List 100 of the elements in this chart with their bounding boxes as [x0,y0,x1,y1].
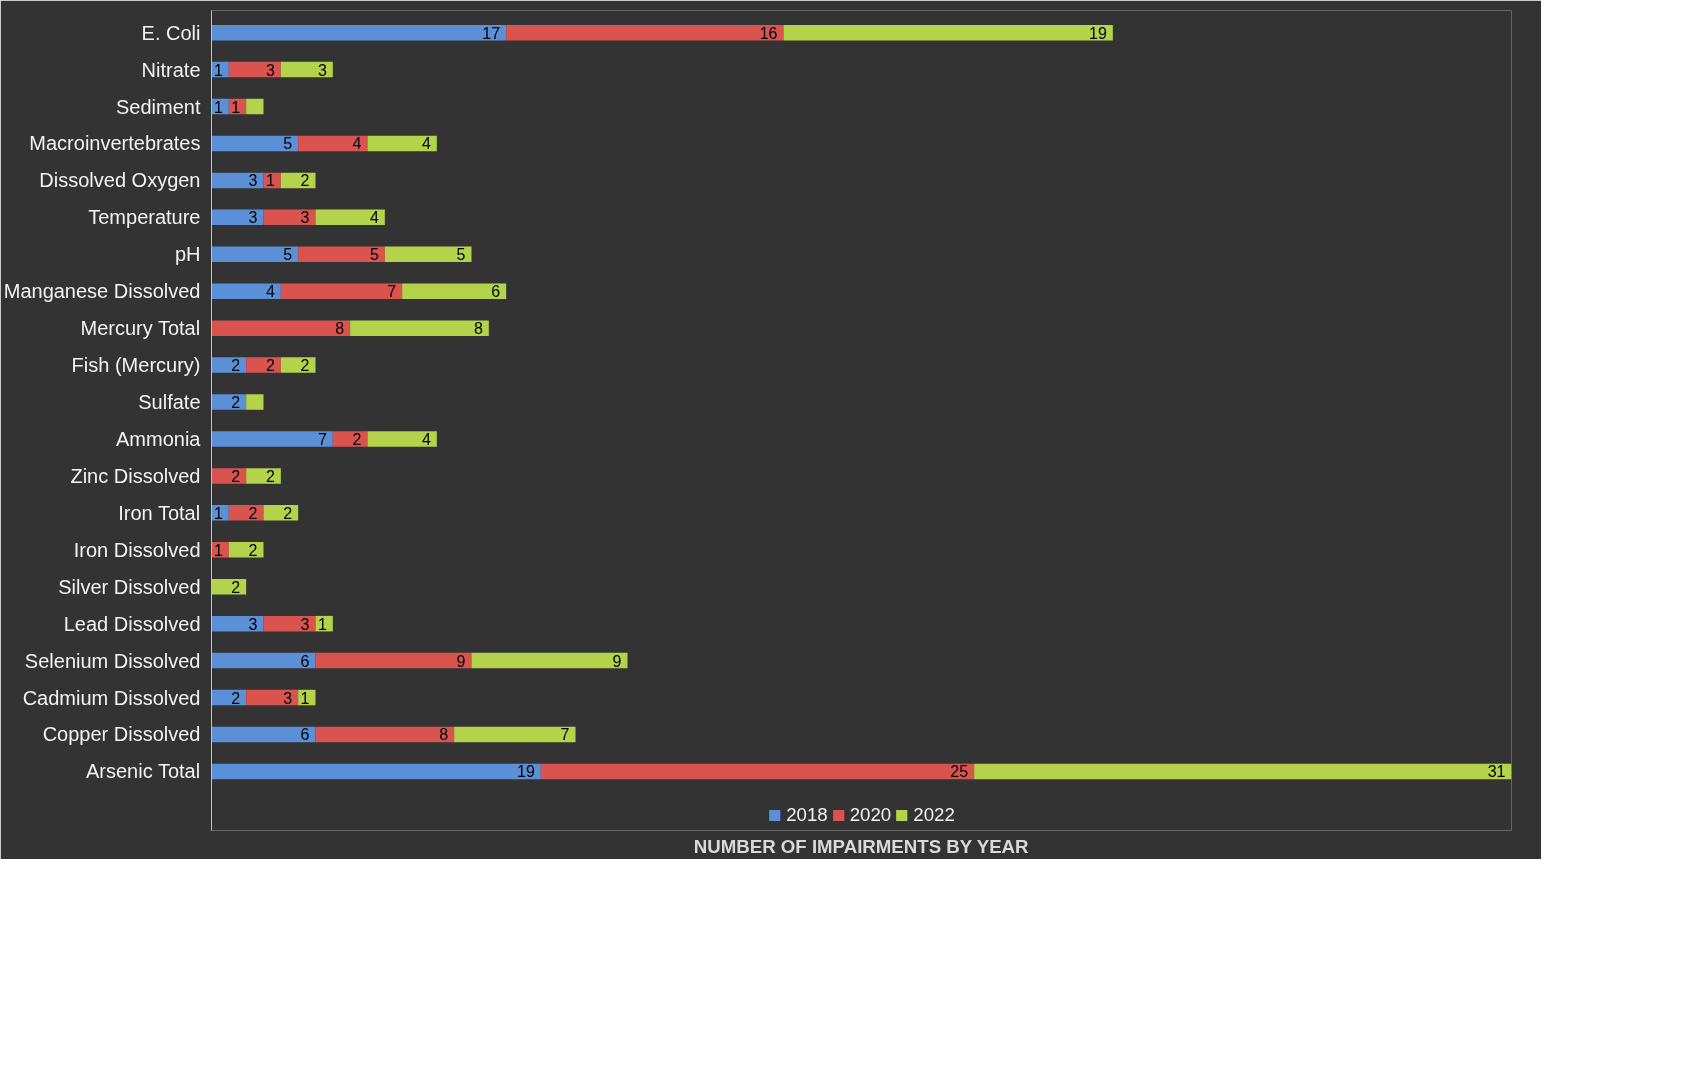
bar [228,505,264,521]
bar [246,357,281,373]
data-label: 2 [231,394,241,412]
y-tick-label: Zinc Dissolved [70,464,201,487]
data-label: 2 [265,357,275,375]
data-label: 1 [213,541,223,559]
data-label: 9 [456,652,466,670]
legend-label: 2020 [849,804,892,826]
bar [228,542,264,558]
legend-label: 2018 [786,804,828,826]
y-tick-label: Macroinvertebrates [29,132,201,155]
data-label: 6 [300,652,310,670]
data-label: 19 [517,763,535,781]
data-label: 2 [231,578,241,596]
data-label: 3 [248,172,258,190]
data-label: 6 [491,283,501,301]
y-tick-label: Fish (Mercury) [71,354,201,377]
data-label: 4 [421,135,431,153]
data-label: 5 [283,246,293,264]
data-label: 2 [300,357,310,375]
data-label: 3 [317,61,327,79]
bar [211,652,316,669]
bar [211,283,281,299]
bar [280,283,403,299]
data-label: 31 [1487,763,1506,781]
y-tick-label: Iron Dissolved [73,538,201,561]
y-tick-label: Nitrate [141,58,201,81]
data-label: 3 [300,615,310,633]
data-label: 1 [213,98,223,116]
data-label: 2 [352,430,362,448]
data-label: 5 [283,135,293,153]
bar [402,283,507,299]
legend-label: 2022 [913,804,955,826]
bar [263,505,299,521]
y-tick-label: Mercury Total [80,317,201,340]
bar [315,209,385,226]
data-label: 2 [248,504,258,522]
x-axis-title: NUMBER OF IMPAIRMENTS BY YEAR [693,835,1030,857]
y-tick-label: Copper Dissolved [42,723,201,746]
bar [350,320,489,336]
y-tick-label: Ammonia [116,427,202,450]
bar [315,652,472,669]
y-tick-label: Iron Total [118,501,201,524]
bar [367,431,437,447]
data-label: 7 [317,430,327,448]
data-label: 25 [950,763,969,781]
data-label: 5 [456,246,466,264]
bar [384,246,472,263]
data-label: 2 [248,541,258,559]
data-label: 2 [231,467,241,485]
data-label: 8 [335,320,345,338]
bar [246,394,264,410]
data-label: 9 [612,652,622,670]
bar [454,726,576,743]
y-tick-label: Silver Dissolved [58,575,201,598]
data-label: 2 [231,689,241,707]
bar [211,763,541,780]
y-tick-label: E. Coli [141,21,201,44]
data-label: 1 [300,689,310,707]
y-tick-label: Cadmium Dissolved [22,686,201,709]
data-label: 4 [352,135,362,153]
data-label: 3 [248,615,258,633]
data-label: 2 [300,172,310,190]
y-tick-label: Selenium Dissolved [24,649,201,672]
data-label: 16 [759,24,778,42]
bar [280,357,316,373]
bar [315,726,455,743]
data-label: 3 [265,61,275,79]
bar [298,135,368,152]
bar [246,98,264,115]
data-label: 8 [439,726,449,744]
data-label: 2 [231,357,241,375]
data-label: 7 [387,283,397,301]
data-label: 7 [560,726,570,744]
bar [211,246,299,263]
data-label: 4 [421,430,431,448]
bar [211,24,507,41]
y-tick-label: pH [174,243,201,266]
y-tick-label: Sulfate [138,391,201,414]
data-label: 3 [248,209,258,227]
y-tick-label: Manganese Dissolved [3,280,201,303]
data-label: 4 [265,283,275,301]
bar [367,135,437,152]
data-label: 8 [473,320,483,338]
bar [246,468,281,484]
data-label: 3 [300,209,310,227]
bar [783,24,1113,41]
data-label: 1 [317,615,327,633]
y-tick-label: Arsenic Total [86,760,201,783]
y-tick-label: Dissolved Oxygen [39,169,201,192]
bar [540,763,975,780]
data-label: 3 [283,689,293,707]
data-label: 1 [213,61,223,79]
data-label: 1 [231,98,241,116]
y-tick-label: Lead Dissolved [63,612,201,635]
bar [974,763,1512,780]
data-label: 5 [369,246,379,264]
y-tick-label: Temperature [88,206,201,229]
bar [211,726,316,743]
data-label: 2 [283,504,293,522]
